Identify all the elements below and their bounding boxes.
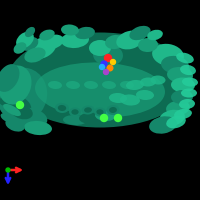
Circle shape <box>101 61 107 67</box>
Ellipse shape <box>84 107 92 113</box>
Ellipse shape <box>55 103 69 113</box>
Ellipse shape <box>159 110 185 126</box>
Ellipse shape <box>63 115 87 125</box>
Ellipse shape <box>58 105 66 111</box>
Ellipse shape <box>152 44 184 66</box>
Circle shape <box>104 54 112 62</box>
Ellipse shape <box>61 24 79 36</box>
Ellipse shape <box>140 77 156 87</box>
Ellipse shape <box>95 111 115 121</box>
Circle shape <box>107 65 113 71</box>
Ellipse shape <box>13 108 47 128</box>
Ellipse shape <box>120 94 140 106</box>
Ellipse shape <box>182 77 198 87</box>
Ellipse shape <box>3 104 21 116</box>
Ellipse shape <box>14 42 26 54</box>
Ellipse shape <box>0 64 19 92</box>
Ellipse shape <box>24 121 52 135</box>
Ellipse shape <box>69 108 81 116</box>
Ellipse shape <box>171 77 195 93</box>
Ellipse shape <box>66 81 80 89</box>
Ellipse shape <box>107 105 119 115</box>
Ellipse shape <box>105 35 125 49</box>
Ellipse shape <box>35 62 165 118</box>
Ellipse shape <box>151 75 165 85</box>
Ellipse shape <box>149 116 177 134</box>
Ellipse shape <box>138 38 158 52</box>
Ellipse shape <box>109 93 127 103</box>
Circle shape <box>110 60 116 64</box>
Ellipse shape <box>174 109 192 119</box>
Ellipse shape <box>171 90 193 104</box>
Ellipse shape <box>71 109 79 115</box>
Circle shape <box>6 168 10 172</box>
Ellipse shape <box>0 68 47 122</box>
Ellipse shape <box>166 100 190 116</box>
Circle shape <box>101 114 108 121</box>
Ellipse shape <box>181 88 197 98</box>
Ellipse shape <box>28 37 56 59</box>
Ellipse shape <box>22 37 38 51</box>
Ellipse shape <box>96 109 104 115</box>
Ellipse shape <box>176 53 194 63</box>
Ellipse shape <box>179 99 195 109</box>
Ellipse shape <box>0 65 32 105</box>
Ellipse shape <box>48 81 62 89</box>
Ellipse shape <box>25 27 35 37</box>
Circle shape <box>100 64 104 70</box>
Ellipse shape <box>102 81 116 89</box>
Ellipse shape <box>136 90 154 100</box>
Ellipse shape <box>129 26 151 40</box>
Ellipse shape <box>61 32 89 48</box>
Ellipse shape <box>40 35 64 49</box>
Ellipse shape <box>84 81 98 89</box>
Ellipse shape <box>16 32 34 48</box>
Ellipse shape <box>39 30 55 40</box>
Ellipse shape <box>126 80 144 90</box>
Ellipse shape <box>82 105 94 115</box>
Ellipse shape <box>94 107 106 117</box>
Ellipse shape <box>0 94 21 106</box>
Ellipse shape <box>180 65 196 75</box>
Circle shape <box>104 70 108 74</box>
Ellipse shape <box>75 27 95 39</box>
Ellipse shape <box>46 109 74 121</box>
Ellipse shape <box>93 44 123 66</box>
Ellipse shape <box>89 40 111 56</box>
Circle shape <box>16 102 24 108</box>
Ellipse shape <box>8 32 192 128</box>
Circle shape <box>114 114 122 121</box>
Ellipse shape <box>79 112 101 124</box>
Ellipse shape <box>5 95 31 115</box>
Ellipse shape <box>116 31 144 49</box>
Ellipse shape <box>161 56 189 74</box>
Ellipse shape <box>5 118 25 132</box>
Ellipse shape <box>166 116 186 128</box>
Ellipse shape <box>24 47 46 63</box>
Ellipse shape <box>147 30 163 40</box>
Ellipse shape <box>120 81 134 89</box>
Ellipse shape <box>109 107 117 113</box>
Ellipse shape <box>167 67 193 83</box>
Ellipse shape <box>1 113 15 123</box>
Ellipse shape <box>11 105 33 119</box>
